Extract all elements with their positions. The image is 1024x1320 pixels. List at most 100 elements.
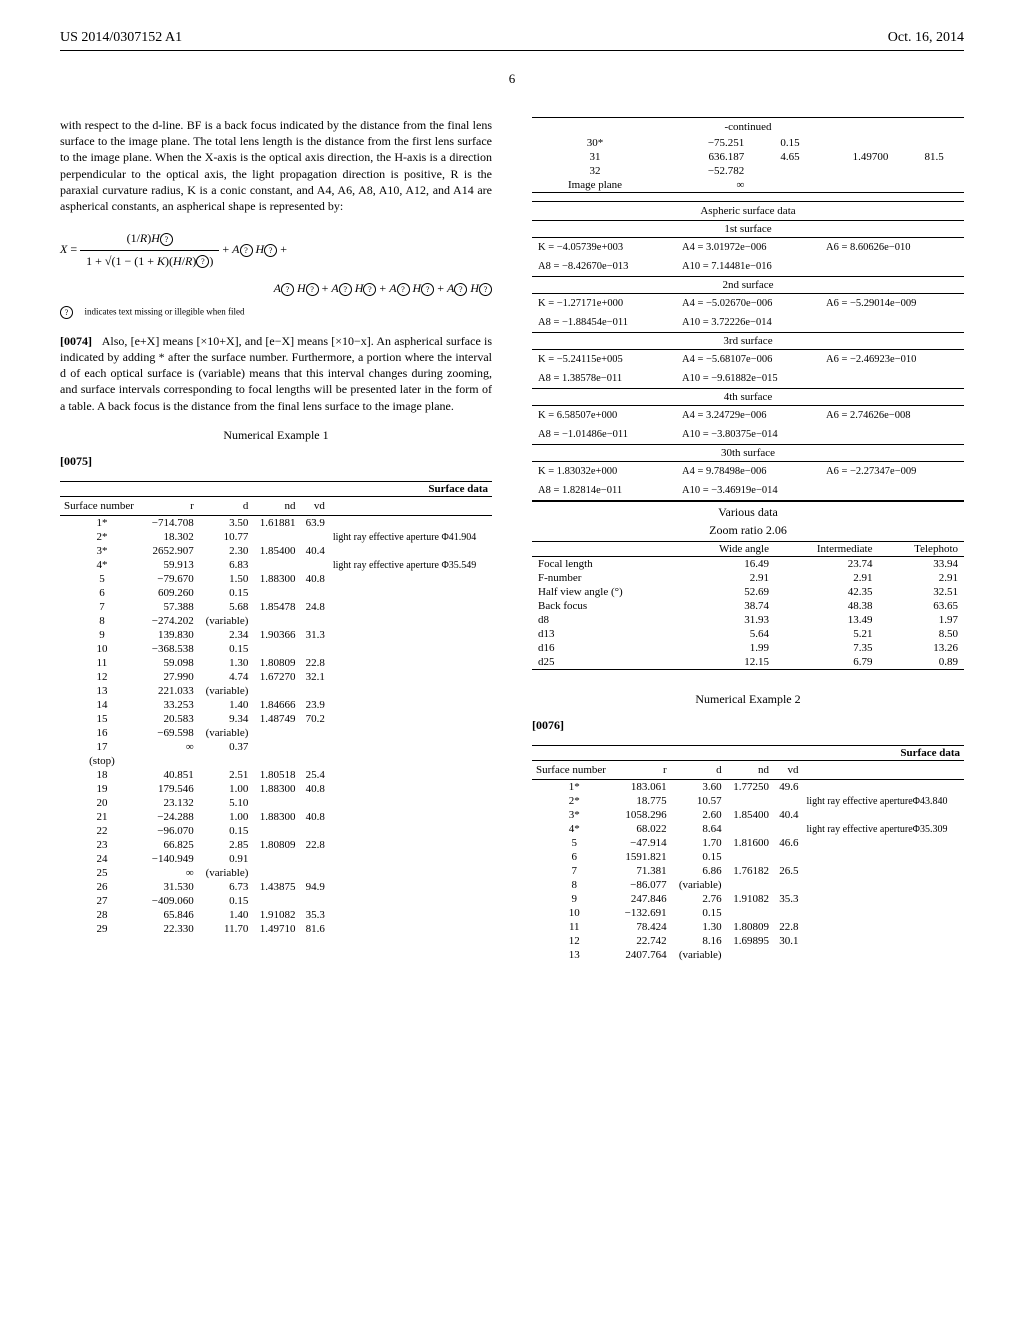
table-note-cell [948, 178, 964, 193]
paragraph-intro: with respect to the d-line. BF is a back… [60, 117, 492, 214]
table-cell: 139.830 [144, 628, 198, 642]
table-cell: 1.80809 [726, 920, 773, 934]
table-note-cell: light ray effective apertureΦ35.309 [803, 822, 964, 836]
table-cell: 2* [60, 530, 144, 544]
table-cell: 4* [60, 558, 144, 572]
table-cell: 5.68 [198, 600, 253, 614]
table-row: 1433.2531.401.8466623.9 [60, 698, 492, 712]
table-cell: 6 [60, 586, 144, 600]
table-cell: 2407.764 [616, 948, 670, 962]
table-cell: 2.85 [198, 838, 253, 852]
table-cell: 71.381 [616, 864, 670, 878]
table-cell: 8.64 [671, 822, 726, 836]
table-cell: 22.330 [144, 922, 198, 936]
table-row: 21−24.2881.001.8830040.8 [60, 810, 492, 824]
table-row: 2366.8252.851.8080922.8 [60, 838, 492, 852]
table-note-cell [329, 894, 492, 908]
table-cell: −75.251 [658, 136, 748, 150]
table-cell: 46.6 [773, 836, 803, 850]
table-cell [300, 726, 329, 740]
table-cell: 18.302 [144, 530, 198, 544]
table-cell: 11 [532, 920, 616, 934]
various-data-table: Wide angle Intermediate Telephoto Focal … [532, 542, 964, 670]
table-cell: 1.85400 [252, 544, 299, 558]
table-cell: 7.35 [775, 641, 879, 655]
aspheric-cell: A10 = −3.80375e−014 [676, 427, 820, 442]
table-cell: 23.9 [300, 698, 329, 712]
table-note-cell [803, 948, 964, 962]
table-row: Back focus38.7448.3863.65 [532, 599, 964, 613]
table-cell: 23.74 [775, 557, 879, 572]
table-cell: 3.50 [198, 516, 253, 531]
table-cell: Focal length [532, 557, 680, 572]
table-note-cell [329, 740, 492, 754]
table-cell: 4* [532, 822, 616, 836]
table-cell: 1.77250 [726, 780, 773, 795]
para-number-0075: [0075] [60, 454, 92, 468]
table-note-cell [329, 600, 492, 614]
table-row: 3*1058.2962.601.8540040.4 [532, 808, 964, 822]
table-cell: 29 [60, 922, 144, 936]
table-cell: 20.583 [144, 712, 198, 726]
table-row: 8−274.202(variable) [60, 614, 492, 628]
table-cell: 1.88300 [252, 810, 299, 824]
table-cell: 12 [532, 934, 616, 948]
table-row: 1*−714.7083.501.6188163.9 [60, 516, 492, 531]
table-cell: 2.51 [198, 768, 253, 782]
table-cell: 2.76 [671, 892, 726, 906]
table-note-cell [948, 150, 964, 164]
table-cell: 1058.296 [616, 808, 670, 822]
aspheric-surface-name: 3rd surface [532, 333, 964, 350]
vh-blank [532, 542, 680, 557]
table-cell: 179.546 [144, 782, 198, 796]
table-cell: 11.70 [198, 922, 253, 936]
aspheric-cell: A8 = −1.01486e−011 [532, 427, 676, 442]
table-cell: 2.91 [775, 571, 879, 585]
table-cell: 1.76182 [726, 864, 773, 878]
table-cell [300, 866, 329, 880]
table-note-cell [803, 934, 964, 948]
para-number-0074: [0074] [60, 334, 92, 348]
table-cell: 1.80518 [252, 768, 299, 782]
aspheric-row: K = 6.58507e+000A4 = 3.24729e−006A6 = 2.… [532, 406, 964, 425]
table-cell [773, 822, 803, 836]
table-cell [773, 878, 803, 892]
table-cell: 40.8 [300, 782, 329, 796]
aspheric-cell: A10 = −3.46919e−014 [676, 483, 820, 498]
aspheric-row: K = −1.27171e+000A4 = −5.02670e−006A6 = … [532, 294, 964, 313]
table-cell: 17 [60, 740, 144, 754]
table-cell: (stop) [60, 754, 144, 768]
vh-wide: Wide angle [680, 542, 775, 557]
table-cell: 33.94 [878, 557, 964, 572]
table-cell: 0.15 [198, 894, 253, 908]
table-row: 32−52.782 [532, 164, 964, 178]
table-cell: 13.49 [775, 613, 879, 627]
table-cell: 3.60 [671, 780, 726, 795]
table-cell: F-number [532, 571, 680, 585]
col2-nd: nd [726, 761, 773, 780]
aspheric-data-block: Aspheric surface data 1st surfaceK = −4.… [532, 201, 964, 501]
col-vd: vd [300, 497, 329, 516]
table-row: 1159.0981.301.8080922.8 [60, 656, 492, 670]
table-row: 2*18.77510.57light ray effective apertur… [532, 794, 964, 808]
table-cell: 33.253 [144, 698, 198, 712]
table-cell: 31.3 [300, 628, 329, 642]
table-cell: −24.288 [144, 810, 198, 824]
table-row: 9247.8462.761.9108235.3 [532, 892, 964, 906]
table-row: 1*183.0613.601.7725049.6 [532, 780, 964, 795]
table-row: 10−132.6910.15 [532, 906, 964, 920]
table-cell: 24.8 [300, 600, 329, 614]
table-cell: 8.16 [671, 934, 726, 948]
table-row: 10−368.5380.15 [60, 642, 492, 656]
table-row: 31636.1874.651.4970081.5 [532, 150, 964, 164]
aspheric-surface-name: 1st surface [532, 221, 964, 238]
table-cell: 16 [60, 726, 144, 740]
table-cell: 12.15 [680, 655, 775, 670]
table-cell: 31 [532, 150, 658, 164]
table-cell: 28 [60, 908, 144, 922]
table-cell: (variable) [198, 866, 253, 880]
table-cell: 1.67270 [252, 670, 299, 684]
aspheric-cell: A4 = 3.24729e−006 [676, 408, 820, 423]
table-cell: 1.80809 [252, 656, 299, 670]
table-row: Half view angle (°)52.6942.3532.51 [532, 585, 964, 599]
